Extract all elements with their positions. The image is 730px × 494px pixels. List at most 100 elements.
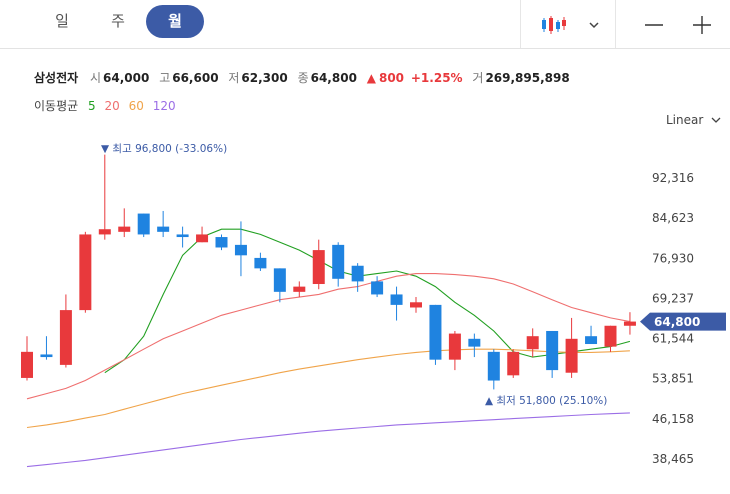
candle bbox=[118, 208, 131, 238]
volume-label: 거 bbox=[472, 71, 484, 85]
moving-average-legend: 이동평균 5 20 60 120 bbox=[34, 97, 181, 114]
candle-body bbox=[157, 226, 170, 232]
candle bbox=[234, 221, 247, 277]
candle-body bbox=[371, 281, 384, 295]
current-price-tag bbox=[640, 312, 726, 331]
candle-body bbox=[215, 237, 228, 248]
y-tick-label: 76,930 bbox=[652, 251, 694, 265]
candle bbox=[429, 304, 442, 365]
ma-60: 60 bbox=[128, 99, 144, 113]
candle-body bbox=[410, 302, 422, 308]
stock-name: 삼성전자 bbox=[34, 71, 79, 85]
candle bbox=[507, 349, 520, 378]
candle-body bbox=[176, 234, 189, 238]
candle-body bbox=[390, 294, 403, 305]
candle-body bbox=[351, 265, 364, 282]
candle bbox=[312, 239, 325, 290]
candle-body bbox=[40, 354, 53, 358]
low-value: 62,300 bbox=[241, 71, 288, 85]
chevron-down-icon bbox=[589, 21, 599, 28]
candle-body bbox=[332, 244, 345, 279]
candle-body bbox=[137, 213, 150, 235]
tab-daily[interactable]: 일 bbox=[55, 12, 69, 30]
candle bbox=[526, 328, 539, 358]
high-label: 고 bbox=[159, 71, 171, 85]
moving-average-lines bbox=[26, 228, 631, 468]
candle bbox=[196, 226, 209, 243]
candle-body bbox=[526, 336, 539, 350]
candle-body bbox=[312, 250, 325, 285]
change-value: 800 bbox=[378, 71, 405, 85]
candle bbox=[623, 312, 636, 335]
ma-label: 이동평균 bbox=[34, 99, 79, 113]
y-tick-label: 84,623 bbox=[652, 211, 694, 225]
candle-body bbox=[507, 351, 520, 376]
candle bbox=[468, 333, 481, 358]
candle bbox=[565, 317, 578, 378]
candle bbox=[293, 281, 306, 298]
y-tick-label: 92,316 bbox=[652, 171, 694, 185]
candle bbox=[351, 263, 364, 292]
plus-icon bbox=[693, 15, 711, 34]
chart-type-button[interactable] bbox=[534, 0, 574, 48]
ma-5: 5 bbox=[88, 99, 96, 113]
candle bbox=[137, 213, 150, 238]
candle bbox=[332, 242, 345, 287]
chart-type-dropdown[interactable] bbox=[580, 0, 608, 48]
ma-line-20 bbox=[26, 273, 631, 400]
candle bbox=[371, 276, 384, 298]
candle bbox=[448, 330, 461, 371]
candle bbox=[487, 349, 500, 390]
candlestick-icon bbox=[542, 15, 566, 34]
volume-value: 269,895,898 bbox=[485, 71, 570, 85]
tab-monthly[interactable]: 월 bbox=[146, 5, 204, 38]
y-tick-label: 61,544 bbox=[652, 332, 694, 346]
candle bbox=[21, 336, 33, 381]
toolbar-divider bbox=[520, 0, 521, 48]
tab-weekly[interactable]: 주 bbox=[111, 12, 125, 30]
candle-body bbox=[273, 268, 286, 292]
candle bbox=[176, 226, 189, 248]
toolbar-divider bbox=[615, 0, 616, 48]
minus-icon bbox=[645, 23, 663, 26]
candle-body bbox=[293, 286, 306, 292]
candle-body bbox=[429, 304, 442, 360]
candle-body bbox=[59, 310, 72, 365]
candle-body bbox=[234, 244, 247, 256]
candle bbox=[546, 330, 559, 378]
candles bbox=[21, 154, 636, 390]
change-percent: +1.25% bbox=[410, 71, 463, 85]
open-label: 시 bbox=[90, 71, 102, 85]
candle-body bbox=[79, 234, 92, 311]
candle-body bbox=[604, 325, 617, 347]
candle bbox=[585, 325, 598, 345]
chevron-down-icon bbox=[711, 117, 721, 123]
candle bbox=[40, 336, 53, 360]
high-value: 66,600 bbox=[172, 71, 219, 85]
annotations: 64,800 ▼ 최고 96,800 (-33.06%) ▲ 최저 51,800 (… bbox=[101, 143, 726, 407]
scale-selector[interactable]: Linear bbox=[666, 113, 721, 127]
candle bbox=[157, 210, 170, 238]
y-tick-label: 69,237 bbox=[652, 291, 694, 305]
up-triangle-icon: ▲ bbox=[366, 71, 376, 85]
candle bbox=[98, 154, 111, 240]
ma-line-5 bbox=[104, 228, 631, 374]
ma-line-60 bbox=[26, 348, 630, 429]
candle bbox=[79, 231, 92, 313]
y-tick-label: 38,465 bbox=[652, 452, 694, 466]
candle-body bbox=[565, 338, 578, 373]
high-annotation: ▼ 최고 96,800 (-33.06%) bbox=[101, 143, 227, 155]
candle bbox=[410, 297, 422, 313]
open-value: 64,000 bbox=[103, 71, 150, 85]
candle bbox=[604, 325, 617, 352]
zoom-out-button[interactable] bbox=[636, 0, 672, 48]
current-price-label: 64,800 bbox=[654, 315, 700, 329]
candle bbox=[390, 286, 403, 321]
zoom-in-button[interactable] bbox=[684, 0, 720, 48]
close-value: 64,800 bbox=[310, 71, 357, 85]
ma-20: 20 bbox=[104, 99, 120, 113]
candle bbox=[254, 252, 267, 271]
y-tick-label: 46,158 bbox=[652, 412, 694, 426]
y-tick-label: 53,851 bbox=[652, 372, 694, 386]
